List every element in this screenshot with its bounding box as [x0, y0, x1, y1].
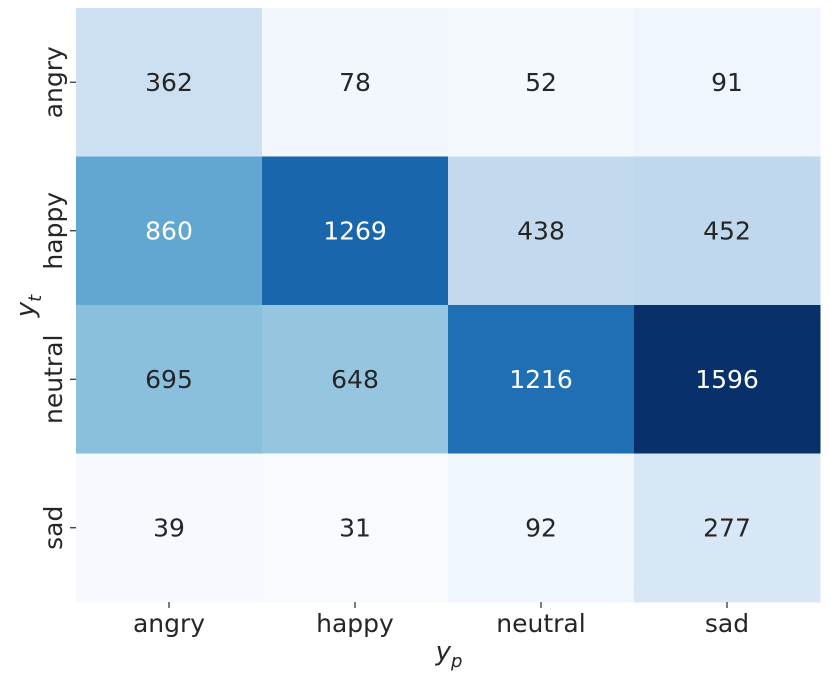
heatmap-cell-neutral-neutral [448, 305, 635, 454]
y-axis-label-subscript: t [25, 294, 46, 302]
heatmap-value-happy-happy: 1269 [323, 216, 387, 245]
y-axis-label: yt [11, 294, 46, 318]
heatmap-value-angry-happy: 78 [339, 68, 371, 97]
heatmap-cell-angry-sad [634, 8, 821, 157]
heatmap-value-neutral-sad: 1596 [695, 365, 759, 394]
y-tick-label-neutral: neutral [39, 335, 68, 424]
heatmap-cell-happy-neutral [448, 156, 635, 306]
y-tick-label-happy: happy [39, 192, 68, 270]
x-tick-label-angry: angry [133, 609, 205, 638]
heatmap-value-angry-angry: 362 [145, 68, 193, 97]
heatmap-value-happy-angry: 860 [145, 216, 193, 245]
x-tick-label-happy: happy [316, 609, 394, 638]
x-tick-label-neutral: neutral [496, 609, 585, 638]
heatmap-cell-neutral-angry [76, 305, 263, 454]
heatmap-value-neutral-happy: 648 [331, 365, 379, 394]
heatmap-value-sad-neutral: 92 [525, 513, 557, 542]
heatmap-cell-angry-neutral [448, 8, 635, 157]
heatmap-cell-sad-angry [76, 453, 263, 603]
y-axis-label-main: y [11, 301, 41, 318]
x-axis-label-subscript: p [450, 651, 462, 672]
heatmap-cell-sad-neutral [448, 453, 635, 603]
heatmap-cell-neutral-happy [262, 305, 449, 454]
x-axis-label: yp [435, 637, 463, 672]
heatmap-cell-sad-sad [634, 453, 821, 603]
heatmap-value-angry-neutral: 52 [525, 68, 557, 97]
heatmap-value-sad-sad: 277 [703, 513, 751, 542]
heatmap-cells [76, 8, 821, 603]
y-axis-ticks: angry happy neutral sad [39, 46, 76, 550]
heatmap-cell-happy-angry [76, 156, 263, 306]
heatmap-value-sad-angry: 39 [153, 513, 185, 542]
heatmap-value-happy-sad: 452 [703, 216, 751, 245]
heatmap-value-sad-happy: 31 [339, 513, 371, 542]
heatmap-cell-happy-sad [634, 156, 821, 306]
heatmap-cell-neutral-sad [634, 305, 821, 454]
heatmap-cell-sad-happy [262, 453, 449, 603]
x-axis-ticks: angry happy neutral sad [133, 602, 749, 638]
heatmap-cell-happy-happy [262, 156, 449, 306]
x-tick-label-sad: sad [705, 609, 749, 638]
heatmap-cell-angry-happy [262, 8, 449, 157]
x-axis-label-main: y [435, 637, 452, 667]
y-tick-label-angry: angry [39, 46, 68, 118]
heatmap-value-neutral-neutral: 1216 [509, 365, 573, 394]
heatmap-value-neutral-angry: 695 [145, 365, 193, 394]
heatmap-value-angry-sad: 91 [711, 68, 743, 97]
y-tick-label-sad: sad [39, 506, 68, 550]
heatmap-cell-labels: 362 78 52 91 860 1269 438 452 695 648 1216 1596 39 31… [145, 68, 759, 543]
heatmap-cell-angry-angry [76, 8, 263, 157]
heatmap-value-happy-neutral: 438 [517, 216, 565, 245]
